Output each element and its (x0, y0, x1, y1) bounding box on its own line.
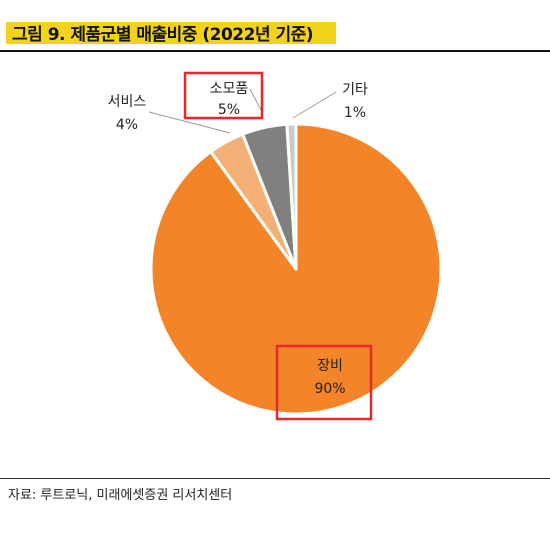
chart-title: 그림 9. 제품군별 매출비중 (2022년 기준) (12, 25, 314, 45)
title-highlight (6, 22, 336, 44)
pie-slice-4 (285, 122, 298, 271)
highlight-box-3 (183, 71, 264, 120)
leader-line-2 (148, 111, 231, 134)
slice-labels: 장비 90% 서비스 4% 소모품 5% 기타 1% (108, 81, 368, 397)
slice-label-4: 기타 (342, 82, 368, 98)
slice-value-label-4: 1% (344, 105, 366, 121)
chart-title-bar: 그림 9. 제품군별 매출비중 (2022년 기준) (0, 16, 550, 52)
pie-slices (149, 122, 443, 416)
leader-line-4 (292, 91, 337, 119)
footer-rule (0, 478, 550, 479)
source-note: 자료: 루트로닉, 미래에셋증권 리서치센터 (8, 488, 233, 503)
highlight-boxes (183, 71, 373, 421)
slice-label-1: 장비 (317, 358, 343, 374)
slice-label-3: 소모품 (210, 81, 249, 97)
highlight-box-1 (275, 344, 373, 421)
title-underline (0, 50, 550, 52)
slice-label-2: 서비스 (108, 94, 147, 110)
leader-line-3 (249, 88, 263, 113)
slice-value-label-3: 5% (218, 102, 240, 118)
slice-value-label-1: 90% (314, 381, 345, 397)
slice-value-label-2: 4% (116, 117, 138, 133)
pie-chart: 장비 90% 서비스 4% 소모품 5% 기타 1% (108, 71, 443, 421)
leader-lines (148, 88, 337, 134)
